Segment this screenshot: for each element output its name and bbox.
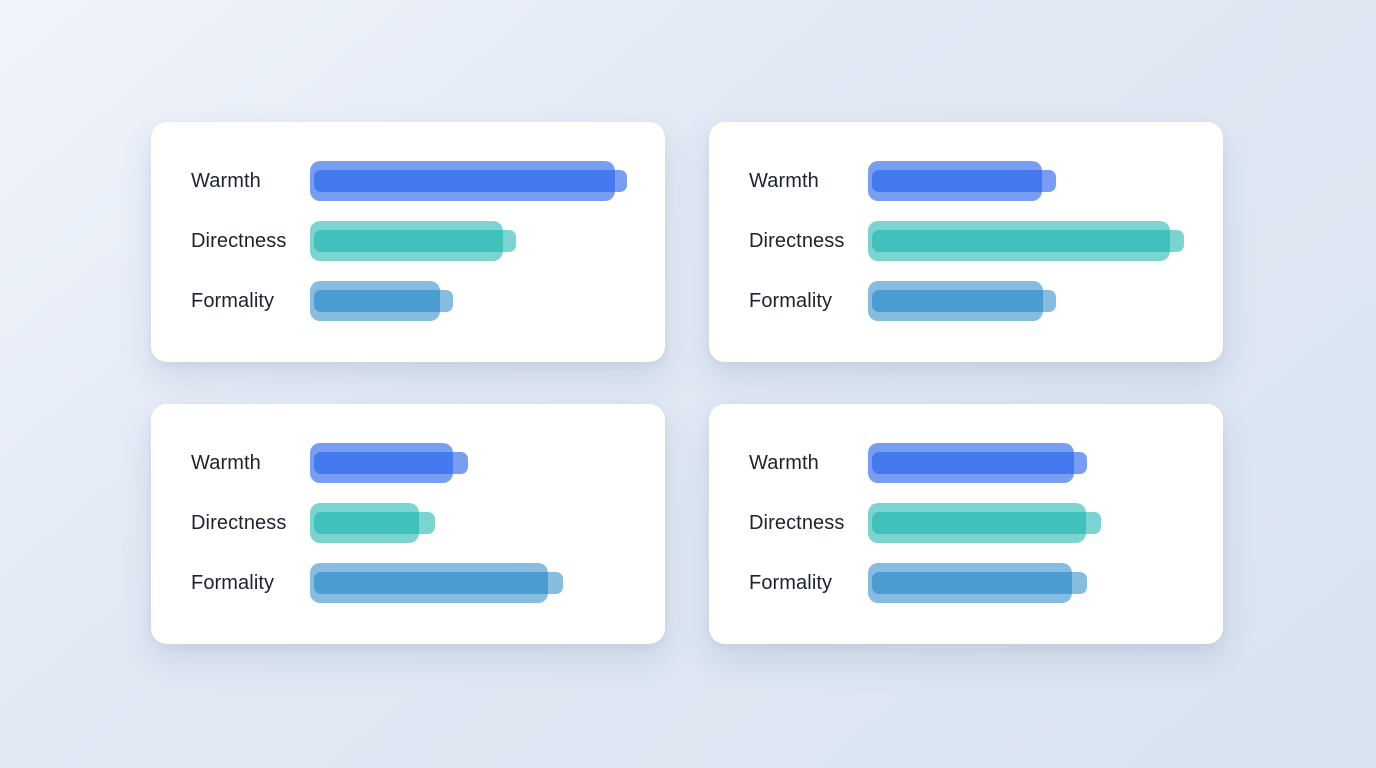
bar-overlay [872, 512, 1101, 534]
metric-label: Formality [191, 571, 275, 594]
tone-card-bottom-right: Warmth Directness Formality [709, 404, 1223, 644]
bar-track [868, 443, 1193, 483]
metric-row-directness: Directness [191, 493, 635, 553]
metric-label: Directness [191, 511, 287, 534]
bar-overlay [314, 572, 563, 594]
bar-track [310, 161, 635, 201]
metric-label: Warmth [191, 169, 261, 192]
bar-overlay [872, 170, 1056, 192]
bar-track [868, 503, 1193, 543]
bar-overlay [872, 230, 1184, 252]
bar-track [868, 161, 1193, 201]
metric-label: Formality [191, 289, 275, 312]
tone-card-bottom-left: Warmth Directness Formality [151, 404, 665, 644]
metric-row-formality: Formality [749, 271, 1193, 331]
bar-track [310, 503, 635, 543]
metric-row-directness: Directness [749, 211, 1193, 271]
bar-overlay [314, 452, 468, 474]
bar-track [310, 443, 635, 483]
metric-row-formality: Formality [191, 271, 635, 331]
metric-label: Formality [749, 571, 833, 594]
metric-label: Warmth [749, 169, 819, 192]
metric-label: Formality [749, 289, 833, 312]
metric-label: Directness [749, 511, 845, 534]
bar-overlay [872, 290, 1056, 312]
bar-track [868, 281, 1193, 321]
metric-label: Directness [749, 229, 845, 252]
bar-track [868, 221, 1193, 261]
bar-track [310, 563, 635, 603]
bar-overlay [872, 452, 1087, 474]
metric-row-warmth: Warmth [749, 433, 1193, 493]
metric-label: Warmth [749, 451, 819, 474]
bar-overlay [314, 170, 627, 192]
metric-label: Directness [191, 229, 287, 252]
bar-track [310, 281, 635, 321]
metric-row-directness: Directness [749, 493, 1193, 553]
bar-track [310, 221, 635, 261]
metric-row-formality: Formality [749, 553, 1193, 613]
metric-row-directness: Directness [191, 211, 635, 271]
bar-track [868, 563, 1193, 603]
tone-card-top-right: Warmth Directness Formality [709, 122, 1223, 362]
tone-card-top-left: Warmth Directness Formality [151, 122, 665, 362]
bar-overlay [314, 290, 453, 312]
metric-row-warmth: Warmth [191, 433, 635, 493]
metric-label: Warmth [191, 451, 261, 474]
metric-row-warmth: Warmth [749, 151, 1193, 211]
bar-overlay [314, 230, 516, 252]
bar-overlay [314, 512, 435, 534]
bar-overlay [872, 572, 1087, 594]
metric-row-warmth: Warmth [191, 151, 635, 211]
metric-row-formality: Formality [191, 553, 635, 613]
